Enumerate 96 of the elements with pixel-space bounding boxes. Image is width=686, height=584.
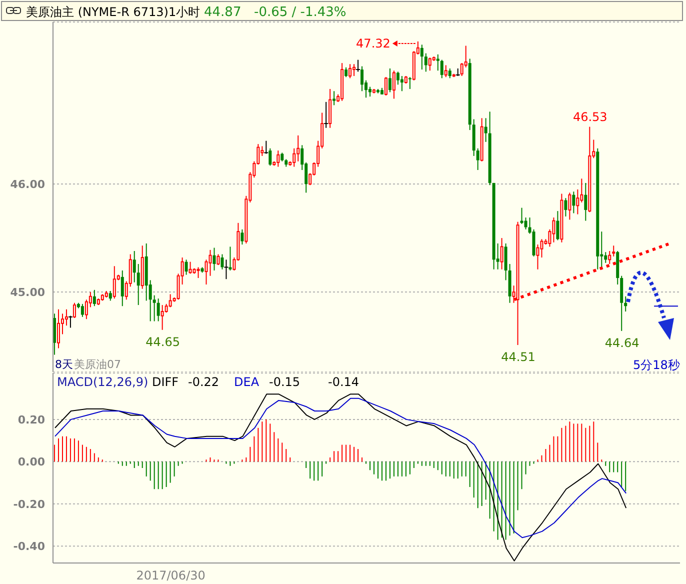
candlestick xyxy=(328,88,332,128)
candlestick xyxy=(56,308,60,349)
candlestick xyxy=(188,261,192,274)
y-tick-label: -0.40 xyxy=(13,540,46,554)
candlestick xyxy=(80,303,84,318)
chart-title: 美原油主 (NYME-R 6713)1小时 xyxy=(26,4,200,21)
y-tick-label: 46.00 xyxy=(10,178,46,191)
candlestick xyxy=(408,76,412,90)
candlestick xyxy=(296,134,300,162)
text: -0.65 / -1.43% xyxy=(254,5,346,20)
candlestick xyxy=(444,64,448,78)
text: DIFF xyxy=(152,375,179,389)
candlestick xyxy=(500,238,504,270)
annotation: 8天 xyxy=(55,357,73,372)
annotation: -0.15 xyxy=(269,375,300,389)
candlestick xyxy=(84,299,88,320)
candlestick xyxy=(504,242,508,281)
candlestick xyxy=(292,148,296,168)
candlestick xyxy=(448,68,452,79)
candlestick xyxy=(276,150,280,168)
candlestick xyxy=(576,188,580,215)
y-tick-label: 45.00 xyxy=(10,286,46,299)
candlestick xyxy=(120,270,124,307)
candlestick xyxy=(580,178,584,203)
candlestick xyxy=(428,57,432,72)
series-label: DEA xyxy=(234,375,260,389)
candlestick xyxy=(64,308,68,326)
candlestick xyxy=(136,263,140,306)
candlestick xyxy=(152,294,156,322)
text: 44.87 xyxy=(204,5,242,20)
chart-title: MACD(12,26,9) xyxy=(57,375,148,389)
candlestick xyxy=(72,302,76,318)
candlestick xyxy=(392,70,396,100)
candlestick xyxy=(92,289,96,307)
candlestick xyxy=(436,54,440,72)
candlestick xyxy=(584,182,588,222)
candlestick xyxy=(196,266,200,279)
line-series xyxy=(54,398,627,538)
annotation: -0.22 xyxy=(188,375,220,389)
annotation: 44.64 xyxy=(604,336,640,350)
candlestick xyxy=(208,249,212,276)
candlestick xyxy=(344,66,348,78)
candlestick xyxy=(556,210,560,241)
candlestick xyxy=(604,252,608,264)
annotation: 44.51 xyxy=(501,350,536,364)
candlestick xyxy=(388,68,392,93)
candlestick xyxy=(564,198,568,217)
line-series xyxy=(54,394,627,562)
candlestick xyxy=(332,90,336,106)
candlestick xyxy=(400,76,404,92)
candlestick xyxy=(424,52,428,72)
candlestick xyxy=(624,296,628,312)
candlestick xyxy=(240,228,244,246)
candlestick xyxy=(204,259,208,285)
candlestick xyxy=(608,250,612,264)
candlestick xyxy=(532,228,536,257)
candlestick xyxy=(108,290,112,302)
candlestick xyxy=(212,247,216,271)
annotation: 5分18秒 xyxy=(633,357,680,374)
y-tick-label: -0.20 xyxy=(13,498,46,511)
y-tick-label: 0.00 xyxy=(18,456,46,469)
y-tick-label: 0.20 xyxy=(18,413,46,426)
candlestick xyxy=(360,66,364,92)
candlestick xyxy=(220,254,224,270)
annotation: -0.14 xyxy=(328,375,360,389)
annotation: 美原油07 xyxy=(74,357,121,372)
candlestick xyxy=(396,71,400,86)
candlestick xyxy=(572,191,576,214)
candlestick xyxy=(216,254,220,266)
candlestick xyxy=(540,238,544,258)
annotation: 44.65 xyxy=(146,334,180,349)
candlestick xyxy=(352,64,356,77)
candlestick xyxy=(268,148,272,166)
candlestick xyxy=(420,44,424,70)
x-tick-label: 2017/06/30 xyxy=(136,568,206,583)
annotation: 47.32 xyxy=(356,36,390,50)
candlestick xyxy=(156,298,160,322)
candlestick xyxy=(440,59,444,79)
candlestick xyxy=(384,76,388,96)
candlestick xyxy=(460,62,464,77)
candlestick xyxy=(520,207,524,225)
candlestick xyxy=(612,245,616,257)
candlestick xyxy=(536,244,540,270)
candlestick xyxy=(184,259,188,276)
candlestick xyxy=(484,118,488,142)
candlestick xyxy=(568,192,572,220)
candlestick xyxy=(168,294,172,308)
candlestick xyxy=(368,86,372,98)
candlestick xyxy=(160,304,164,330)
annotation: 46.53 xyxy=(572,110,608,124)
candlestick xyxy=(112,266,116,300)
candlestick xyxy=(476,148,480,170)
candlestick xyxy=(348,64,352,79)
candlestick xyxy=(228,246,232,271)
candlestick xyxy=(132,250,136,283)
candlestick xyxy=(552,217,556,243)
